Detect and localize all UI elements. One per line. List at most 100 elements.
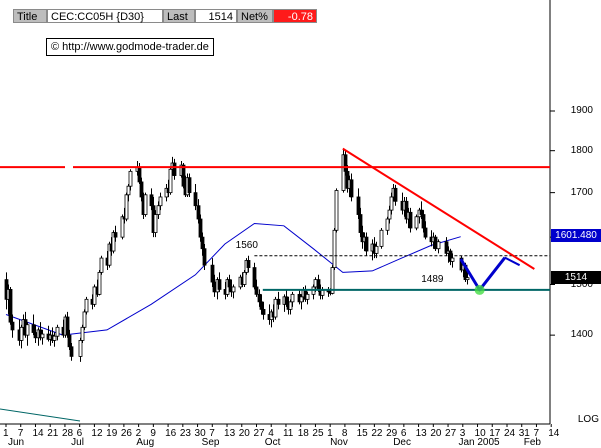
candle bbox=[433, 234, 438, 252]
x-tick-label: 20 bbox=[430, 428, 442, 439]
candle-body bbox=[128, 170, 133, 187]
month-label: Sep bbox=[201, 437, 220, 448]
candle-body bbox=[358, 214, 363, 233]
month-label: Dec bbox=[393, 437, 411, 448]
month-label: Jul bbox=[71, 437, 84, 448]
candle-body bbox=[349, 179, 354, 198]
candle-body bbox=[343, 154, 348, 172]
x-tick-label: 1 bbox=[327, 428, 333, 439]
x-tick-label: 7 bbox=[17, 428, 24, 439]
month-label: Jun bbox=[8, 437, 25, 448]
downtrend-line bbox=[342, 147, 535, 270]
candle-body bbox=[10, 321, 15, 331]
candle-body bbox=[423, 227, 428, 238]
x-tick-label: 2 bbox=[135, 428, 142, 439]
chart-frame bbox=[0, 0, 551, 425]
candle bbox=[172, 158, 177, 180]
candle-body bbox=[246, 260, 251, 268]
month-label: Jan 2005 bbox=[458, 437, 500, 448]
projection-tail bbox=[504, 256, 521, 267]
candle bbox=[404, 196, 409, 224]
x-tick-label: 7 bbox=[209, 428, 215, 439]
candle bbox=[290, 291, 295, 307]
candle-body bbox=[374, 245, 379, 254]
candle-body bbox=[364, 236, 369, 252]
candle bbox=[196, 199, 201, 224]
candle-body bbox=[78, 339, 83, 357]
candle bbox=[128, 169, 133, 191]
candle-body bbox=[55, 326, 60, 337]
candle-body bbox=[465, 277, 470, 281]
candle bbox=[67, 329, 72, 350]
candle-body bbox=[113, 232, 118, 238]
candle bbox=[99, 255, 104, 275]
candle bbox=[187, 173, 192, 197]
x-tick-label: 22 bbox=[371, 428, 383, 439]
candle-body bbox=[202, 248, 207, 266]
candle-body bbox=[200, 236, 205, 250]
current-price-box: 1514 bbox=[551, 270, 601, 284]
candle bbox=[158, 192, 163, 211]
candle-body bbox=[316, 279, 321, 290]
candle-body bbox=[414, 216, 419, 229]
candle bbox=[52, 332, 57, 347]
month-label: Aug bbox=[136, 437, 155, 448]
candle bbox=[465, 272, 470, 285]
candle bbox=[19, 324, 24, 349]
candle bbox=[276, 291, 281, 310]
candle-body bbox=[276, 298, 281, 305]
month-label: Nov bbox=[330, 437, 348, 448]
x-tick-label: 1 bbox=[3, 428, 9, 439]
candle bbox=[198, 214, 203, 242]
moving-average-price-box: 1601.480 bbox=[551, 229, 601, 243]
candle bbox=[320, 286, 325, 300]
candle bbox=[334, 188, 339, 233]
candle bbox=[385, 216, 390, 235]
candle bbox=[450, 253, 455, 268]
candle-body bbox=[156, 205, 161, 215]
candle-body bbox=[139, 181, 144, 198]
candle-body bbox=[193, 192, 198, 207]
candle-body bbox=[421, 214, 426, 229]
candle-body bbox=[52, 335, 57, 341]
candle-body bbox=[261, 308, 266, 315]
x-tick-label: 17 bbox=[489, 428, 501, 439]
candle-body bbox=[168, 168, 173, 194]
candle-body bbox=[330, 267, 335, 294]
last-label: Last bbox=[163, 9, 195, 23]
candle-body bbox=[305, 293, 310, 300]
candle bbox=[97, 269, 102, 296]
candle bbox=[349, 173, 354, 202]
candle bbox=[200, 232, 205, 256]
x-tick-label: 13 bbox=[224, 428, 236, 439]
x-tick-label: 21 bbox=[47, 428, 59, 439]
x-tick-label: 29 bbox=[386, 428, 398, 439]
projection-target-dot bbox=[474, 284, 485, 295]
candle bbox=[153, 210, 158, 238]
candle-body bbox=[19, 326, 24, 341]
y-axis-layer bbox=[5, 110, 555, 427]
candle bbox=[10, 314, 15, 338]
candle bbox=[408, 207, 413, 233]
x-tick-label: 3 bbox=[459, 428, 466, 439]
candle-body bbox=[65, 316, 70, 336]
candle-body bbox=[40, 333, 45, 339]
candle bbox=[261, 301, 266, 320]
candle bbox=[111, 230, 116, 254]
x-tick-label: 12 bbox=[91, 428, 103, 439]
candle-body bbox=[149, 194, 154, 207]
candle-body bbox=[196, 205, 201, 220]
candle-body bbox=[299, 296, 304, 303]
candle-body bbox=[143, 194, 148, 215]
candle-body bbox=[242, 271, 247, 285]
candle-body bbox=[385, 218, 390, 231]
month-label: Oct bbox=[264, 437, 281, 448]
x-tick-label: 16 bbox=[165, 428, 177, 439]
candle-body bbox=[313, 279, 318, 288]
x-tick-label: 4 bbox=[268, 428, 274, 439]
candle-body bbox=[187, 177, 192, 194]
candle bbox=[305, 291, 310, 305]
x-tick-label: 30 bbox=[194, 428, 206, 439]
candle-body bbox=[181, 164, 186, 187]
candle bbox=[55, 324, 60, 341]
